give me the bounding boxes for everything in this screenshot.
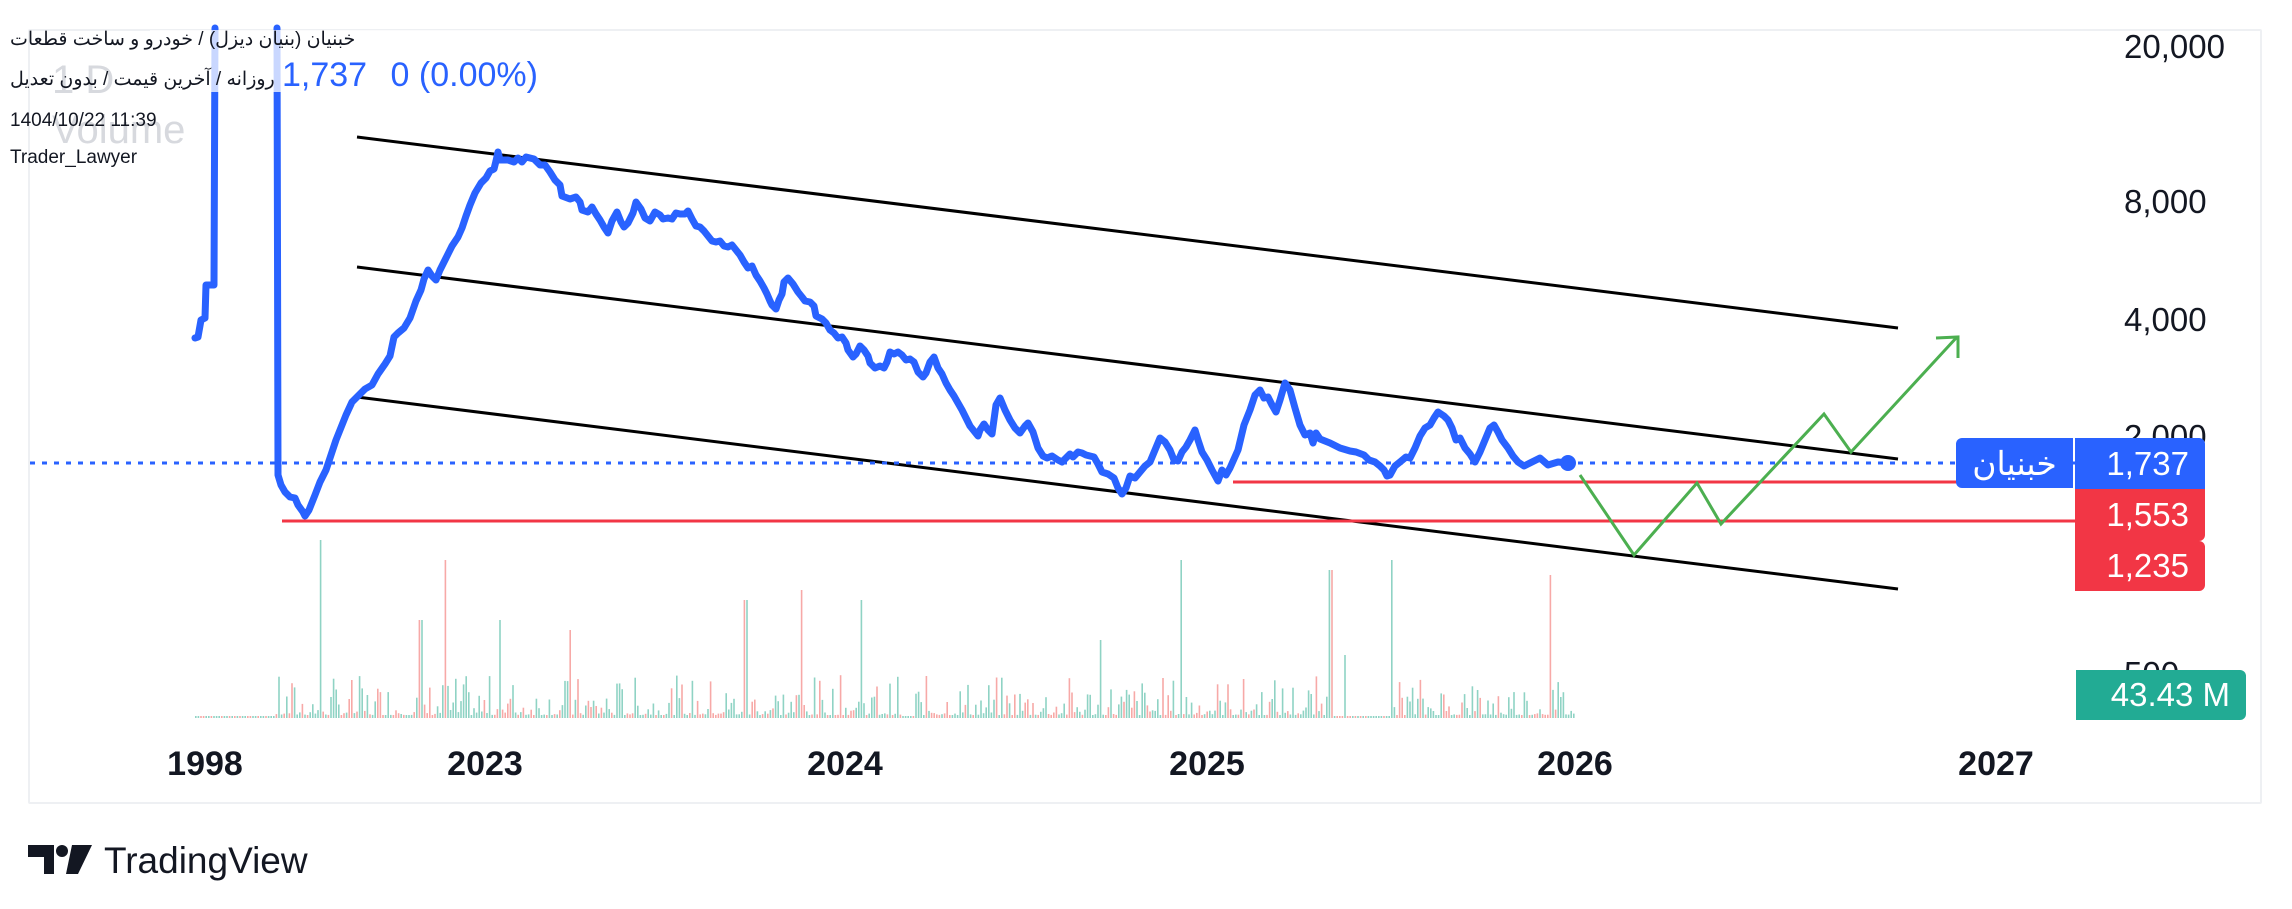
x-tick-1998: 1998	[167, 745, 243, 783]
level-tag-1553: 1,553	[2075, 489, 2205, 541]
price-line-early	[191, 24, 219, 342]
chart-frame	[28, 29, 2262, 804]
channel-top-line[interactable]	[356, 135, 1899, 330]
y-tick-8000: 8,000	[2124, 183, 2207, 220]
tradingview-logo[interactable]: TradingView	[28, 840, 308, 882]
watermark-volume: Volume	[52, 108, 186, 152]
y-tick-20000: 20,000	[2124, 28, 2225, 65]
channel-mid-line[interactable]	[356, 265, 1899, 461]
arrow-up-icon	[1935, 335, 1960, 358]
last-price-value: 1,737	[282, 56, 368, 94]
x-tick-2027: 2027	[1958, 745, 2034, 783]
y-tick-4000: 4,000	[2124, 301, 2207, 338]
channel-bottom-line[interactable]	[356, 395, 1899, 591]
volume-bars	[195, 540, 1575, 718]
price-line[interactable]	[273, 24, 1572, 520]
x-tick-2024: 2024	[807, 745, 883, 783]
x-tick-2023: 2023	[447, 745, 523, 783]
symbol-tag: خبنیان	[1956, 438, 2073, 488]
price-change: 0 (0.00%)	[390, 56, 538, 94]
x-tick-2026: 2026	[1537, 745, 1613, 783]
symbol-title: خبنیان (بنیان دیزل) / خودرو و ساخت قطعات	[10, 29, 356, 50]
author-name: Trader_Lawyer	[10, 147, 138, 168]
price-header: 1,737 0 (0.00%)	[252, 56, 538, 95]
level-tag-1235: 1,235	[2075, 541, 2205, 591]
channel-lines	[356, 135, 1899, 591]
tradingview-logo-icon	[28, 845, 92, 874]
projection-path[interactable]	[1578, 335, 1959, 558]
last-price-dot	[1560, 455, 1576, 471]
brand-name: TradingView	[104, 840, 308, 881]
x-tick-2025: 2025	[1169, 745, 1245, 783]
price-tag: 1,737	[2075, 438, 2205, 489]
watermark-interval: 1 D	[52, 58, 115, 102]
header-overlay	[150, 30, 530, 92]
timestamp: 1404/10/22 11:39	[10, 110, 157, 131]
volume-tag: 43.43 M	[2076, 670, 2246, 720]
chart-settings-line: روزانه / آخرین قیمت / بدون تعدیل	[10, 69, 275, 90]
